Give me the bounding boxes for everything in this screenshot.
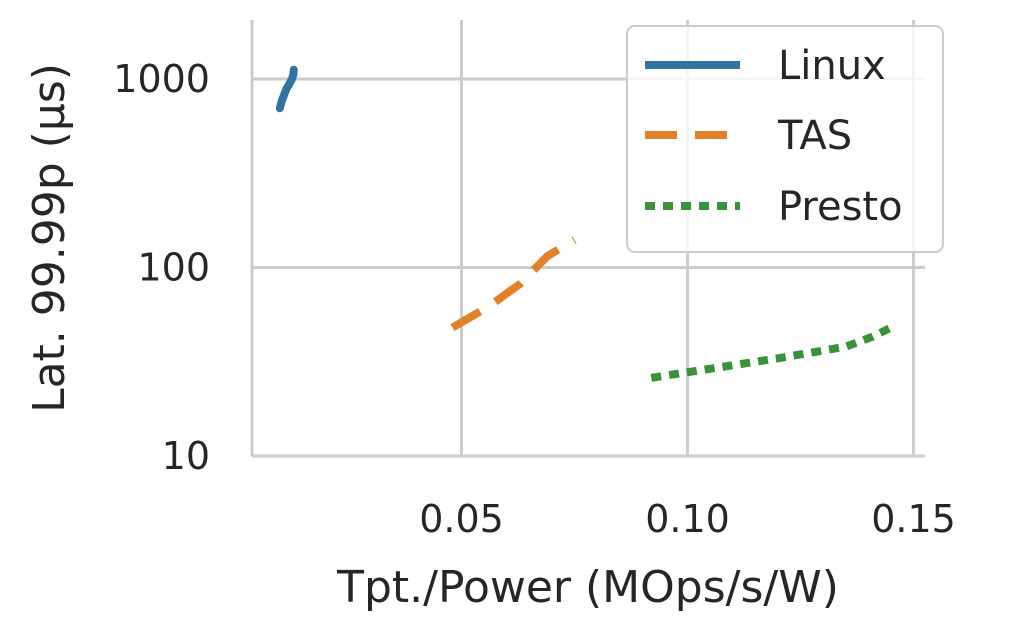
axes: [250, 20, 925, 458]
legend-label-presto: Presto: [778, 184, 903, 230]
y-tick-label: 10: [162, 434, 210, 478]
legend-box: [626, 25, 944, 253]
y-tick-label: 1000: [113, 57, 210, 101]
legend-label-tas: TAS: [777, 113, 852, 159]
legend: Linux TAS Presto: [626, 25, 944, 253]
legend-label-linux: Linux: [778, 43, 886, 89]
x-tick-label: 0.10: [645, 497, 730, 541]
y-tick-label: 100: [137, 246, 210, 290]
x-tick-label: 0.15: [871, 497, 956, 541]
series-line-presto: [650, 324, 893, 382]
series-line-tas: [450, 236, 577, 332]
x-tick-label: 0.05: [419, 497, 504, 541]
x-axis-title: Tpt./Power (MOps/s/W): [336, 562, 839, 613]
series-line-linux: [275, 65, 298, 113]
y-axis-title: Lat. 99.99p (µs): [24, 63, 75, 413]
series-group: [275, 65, 893, 382]
tick-labels: 10 100 1000 0.05 0.10 0.15: [113, 57, 956, 541]
